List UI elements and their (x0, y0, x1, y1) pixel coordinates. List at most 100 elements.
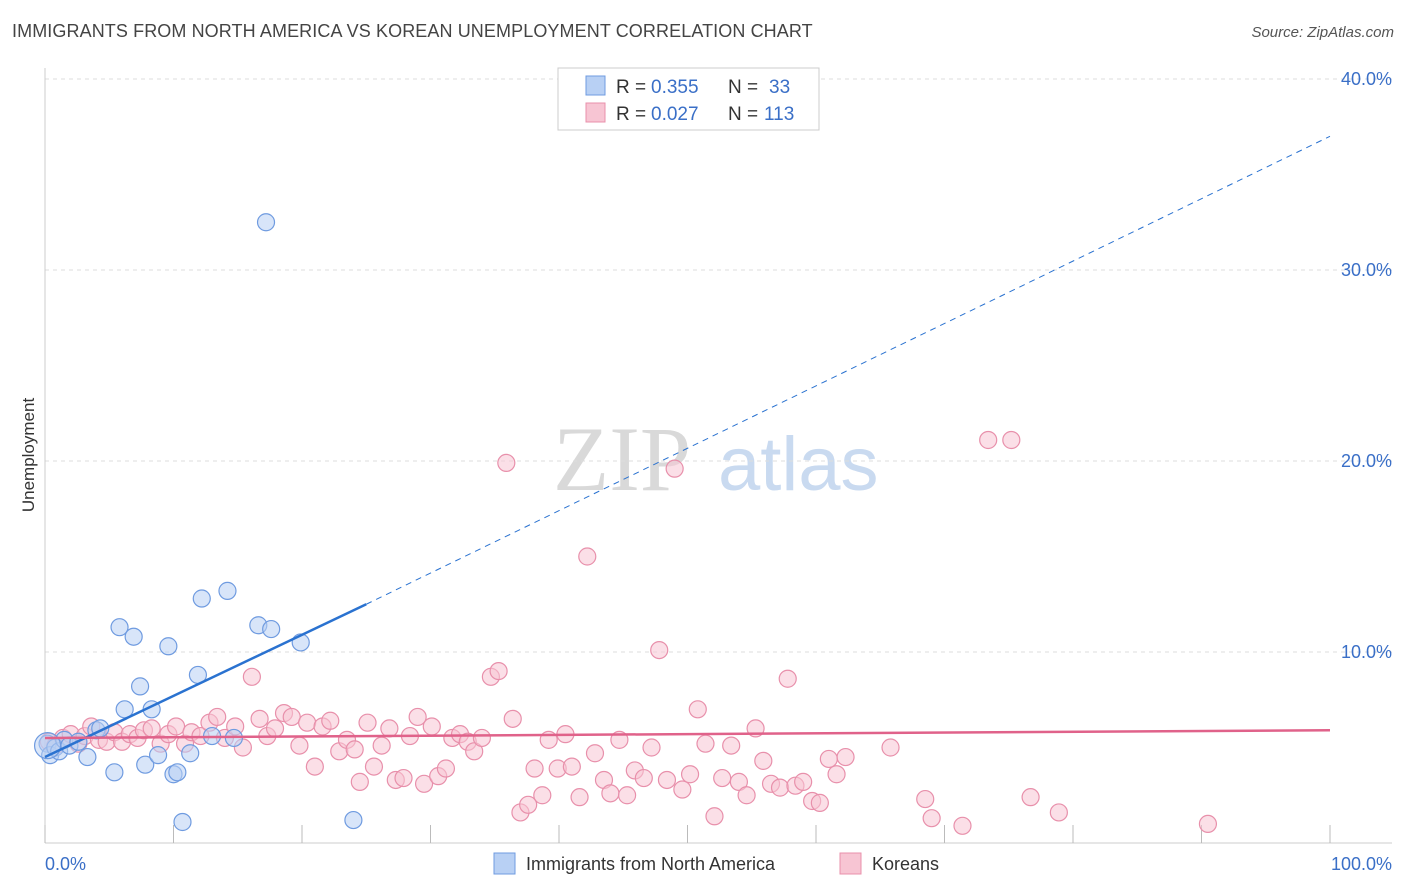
bottom-legend-label-koreans: Koreans (872, 854, 939, 874)
pink-point-43 (372, 736, 391, 755)
y-tick-label-10: 10.0% (1341, 642, 1392, 662)
blue-point-26 (218, 581, 237, 600)
watermark-atlas: atlas (718, 422, 879, 507)
pink-point-105 (916, 789, 935, 809)
pink-point-80 (650, 640, 669, 660)
pink-point-110 (1021, 788, 1040, 807)
pink-point-42 (364, 757, 384, 776)
pink-point-22 (208, 707, 227, 727)
y-axis-title: Unemployment (19, 398, 38, 513)
legend-r-label-blue: R = (616, 77, 646, 98)
pink-point-81 (657, 770, 677, 790)
pink-point-61 (503, 709, 522, 728)
pink-point-72 (585, 744, 605, 763)
pink-point-74 (601, 784, 620, 803)
series-legend: Immigrants from North America Koreans (493, 852, 939, 875)
pink-point-14 (142, 719, 161, 738)
pink-point-102 (827, 765, 846, 784)
bottom-legend-swatch-blue (493, 852, 516, 875)
y-tick-label-30: 30.0% (1341, 260, 1392, 280)
blue-point-15 (136, 755, 155, 774)
blue-point-7 (78, 747, 97, 767)
chart-title: IMMIGRANTS FROM NORTH AMERICA VS KOREAN … (12, 21, 813, 41)
pink-point-57 (472, 728, 491, 748)
pink-point-69 (562, 757, 581, 776)
legend-n-label-pink: N = (728, 104, 758, 125)
pink-point-59 (489, 661, 508, 681)
pink-point-71 (578, 547, 597, 566)
blue-point-29 (256, 213, 276, 232)
blue-point-20 (168, 763, 187, 782)
pink-point-27 (250, 709, 269, 728)
legend-n-value-blue: 33 (769, 77, 790, 98)
y-tick-labels: 10.0% 20.0% 30.0% 40.0% (1341, 69, 1392, 662)
pink-point-31 (282, 707, 301, 727)
pink-point-33 (298, 713, 317, 732)
chart-source: Source: ZipAtlas.com (1251, 24, 1394, 41)
x-tick-label-min: 0.0% (45, 854, 86, 874)
pink-point-103 (836, 747, 855, 767)
pink-point-101 (819, 749, 838, 769)
blue-point-22 (181, 744, 200, 763)
trend-line-immigrants (44, 603, 367, 759)
correlation-legend: R = 0.355 N = 33 R = 0.027 N = 113 (557, 67, 820, 131)
pink-point-90 (729, 772, 749, 791)
pink-point-104 (881, 738, 900, 757)
blue-point-32 (344, 810, 363, 830)
blue-point-14 (130, 677, 150, 696)
y-tick-label-20: 20.0% (1341, 451, 1392, 471)
blue-point-21 (173, 812, 192, 832)
blue-point-18 (159, 637, 178, 656)
pink-point-111 (1049, 803, 1068, 822)
pink-point-87 (705, 807, 724, 826)
axes (44, 68, 1392, 844)
blue-point-10 (105, 763, 124, 782)
bottom-legend-label-immigrants: Immigrants from North America (526, 854, 776, 874)
legend-n-label-blue: N = (728, 77, 758, 98)
legend-swatch-pink (585, 102, 606, 123)
pink-point-93 (754, 751, 773, 770)
pink-point-82 (665, 459, 684, 478)
legend-n-value-pink: 113 (764, 104, 794, 125)
pink-point-100 (810, 793, 829, 812)
pink-point-52 (436, 759, 456, 778)
pink-point-98 (794, 772, 813, 791)
watermark-zip: ZIP (553, 408, 691, 510)
pink-point-108 (979, 430, 998, 450)
pink-point-91 (737, 786, 756, 805)
blue-point-13 (124, 627, 143, 646)
blue-point-24 (192, 589, 211, 608)
pink-point-79 (642, 738, 661, 757)
pink-point-84 (680, 765, 700, 784)
blue-point-17 (148, 746, 168, 765)
pink-point-76 (618, 786, 637, 805)
legend-r-value-blue: 0.355 (651, 77, 699, 98)
pink-point-83 (673, 780, 692, 799)
pink-point-88 (713, 768, 732, 788)
pink-point-106 (922, 809, 941, 828)
pink-point-39 (345, 740, 364, 759)
pink-point-63 (519, 795, 538, 814)
trend-line-koreans (44, 729, 1331, 740)
x-minor-ticks (44, 825, 1331, 843)
trend-lines (44, 135, 1331, 759)
legend-swatch-blue (585, 75, 606, 96)
legend-r-label-pink: R = (616, 104, 646, 125)
pink-point-46 (394, 768, 413, 788)
blue-point-11 (110, 618, 129, 637)
pink-point-32 (290, 736, 309, 755)
pink-point-112 (1198, 814, 1218, 834)
pink-point-65 (533, 786, 552, 805)
pink-point-29 (265, 719, 285, 738)
pink-point-78 (634, 768, 653, 788)
pink-point-95 (770, 778, 790, 797)
x-tick-label-max: 100.0% (1331, 854, 1392, 874)
pink-point-34 (305, 757, 324, 776)
pink-point-60 (497, 453, 516, 473)
pink-point-40 (350, 772, 369, 791)
pink-point-109 (1002, 430, 1021, 450)
pink-point-36 (321, 711, 340, 730)
pink-point-49 (414, 774, 434, 793)
blue-point-30 (262, 619, 281, 639)
